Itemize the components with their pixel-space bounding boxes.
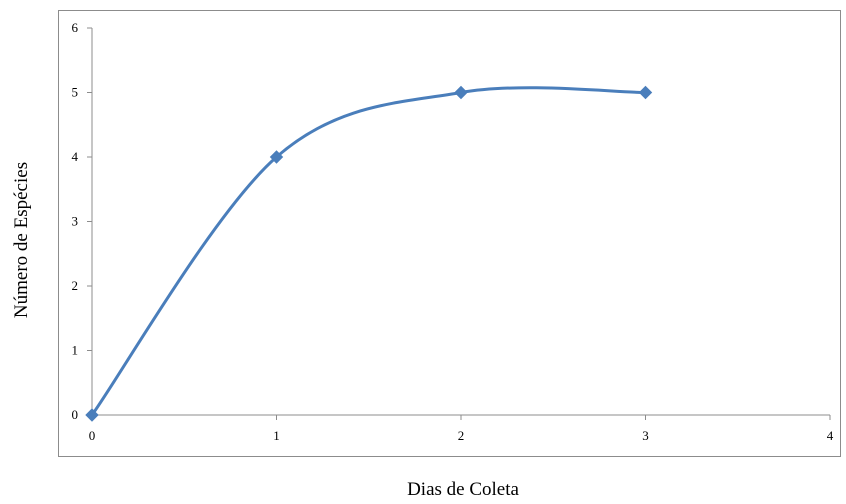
x-tick-label: 2 (458, 428, 465, 443)
y-tick-label: 3 (72, 214, 79, 229)
y-tick-label: 1 (72, 343, 79, 358)
series-line (90, 86, 647, 417)
y-tick-label: 4 (72, 149, 79, 164)
data-point-marker (85, 408, 99, 422)
x-axis-title: Dias de Coleta (407, 479, 519, 499)
data-point-marker (269, 150, 284, 164)
y-tick-label: 0 (72, 407, 79, 422)
x-tick-label: 1 (273, 428, 280, 443)
y-tick-label: 6 (72, 20, 79, 35)
y-tick-label: 2 (72, 278, 79, 293)
x-tick-label: 3 (642, 428, 649, 443)
chart-area-border (58, 10, 841, 457)
x-tick-label: 0 (89, 428, 96, 443)
x-tick-label: 4 (827, 428, 834, 443)
data-point-marker (454, 85, 468, 100)
y-tick-label: 5 (72, 85, 79, 100)
y-axis-title: Número de Espécies (11, 162, 32, 318)
data-point-marker (638, 85, 653, 100)
